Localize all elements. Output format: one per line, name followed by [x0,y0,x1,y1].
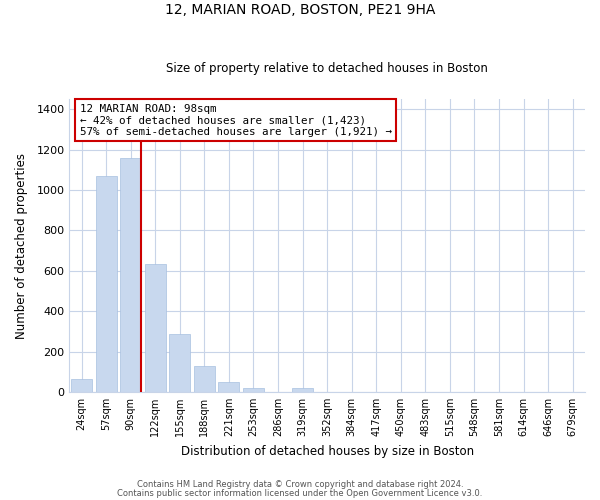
Bar [169,334,190,392]
Text: Contains HM Land Registry data © Crown copyright and database right 2024.: Contains HM Land Registry data © Crown c… [137,480,463,489]
Bar [96,176,116,392]
Bar [120,158,141,392]
Title: Size of property relative to detached houses in Boston: Size of property relative to detached ho… [166,62,488,74]
Bar [243,388,264,392]
X-axis label: Distribution of detached houses by size in Boston: Distribution of detached houses by size … [181,444,474,458]
Bar [292,388,313,392]
Text: 12, MARIAN ROAD, BOSTON, PE21 9HA: 12, MARIAN ROAD, BOSTON, PE21 9HA [165,2,435,16]
Text: Contains public sector information licensed under the Open Government Licence v3: Contains public sector information licen… [118,489,482,498]
Bar [71,379,92,392]
Y-axis label: Number of detached properties: Number of detached properties [15,152,28,338]
Bar [218,382,239,392]
Text: 12 MARIAN ROAD: 98sqm
← 42% of detached houses are smaller (1,423)
57% of semi-d: 12 MARIAN ROAD: 98sqm ← 42% of detached … [80,104,392,137]
Bar [194,366,215,392]
Bar [145,264,166,392]
